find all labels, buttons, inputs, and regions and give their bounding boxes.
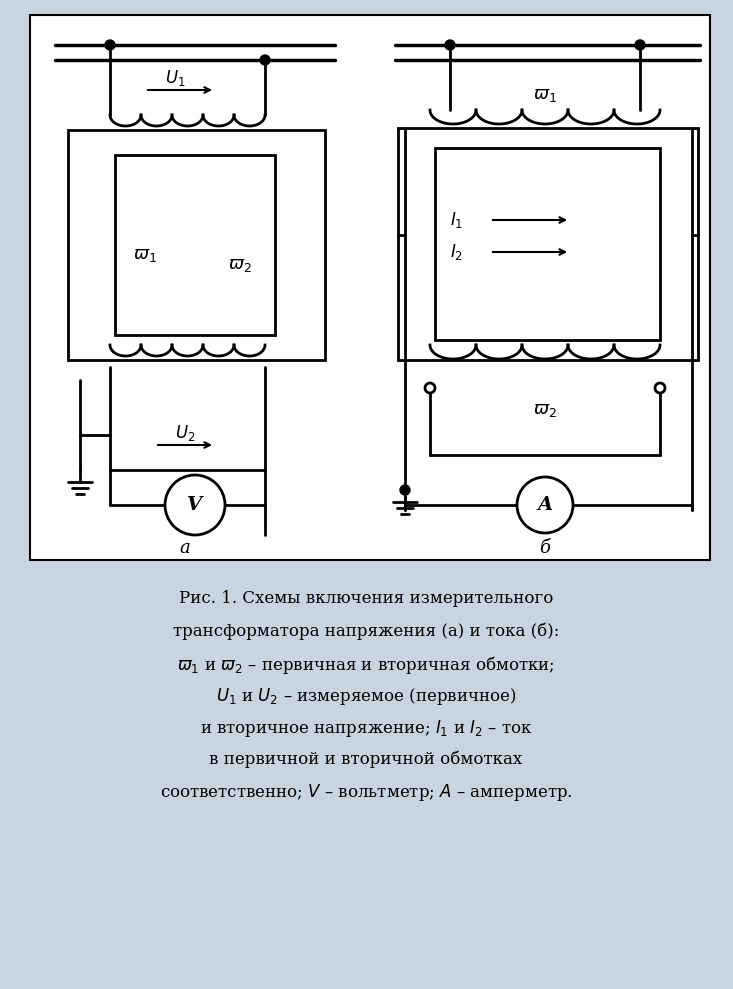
Circle shape (165, 475, 225, 535)
Text: $\varpi_2$: $\varpi_2$ (228, 256, 252, 274)
Text: V: V (188, 496, 202, 514)
Text: A: A (537, 496, 553, 514)
Bar (115, 155, 275, 335)
Circle shape (445, 40, 455, 50)
Text: $\varpi_2$: $\varpi_2$ (533, 401, 557, 419)
Circle shape (260, 55, 270, 65)
Text: $I_2$: $I_2$ (450, 242, 463, 262)
Circle shape (105, 40, 115, 50)
Bar (30, 15, 710, 560)
Circle shape (635, 40, 645, 50)
Text: а: а (180, 539, 191, 557)
Text: Рис. 1. Схемы включения измерительного: Рис. 1. Схемы включения измерительного (179, 590, 553, 607)
Text: $\varpi_1$: $\varpi_1$ (533, 86, 557, 104)
Circle shape (400, 485, 410, 495)
Text: б: б (539, 539, 550, 557)
Text: $U_1$ и $U_2$ – измеряемое (первичное): $U_1$ и $U_2$ – измеряемое (первичное) (216, 686, 516, 707)
Circle shape (425, 383, 435, 393)
Text: и вторичное напряжение; $I_1$ и $I_2$ – ток: и вторичное напряжение; $I_1$ и $I_2$ – … (199, 718, 532, 739)
Text: $U_2$: $U_2$ (174, 423, 195, 443)
Bar (398, 128, 698, 360)
Text: $I_1$: $I_1$ (450, 210, 463, 230)
Text: $U_1$: $U_1$ (165, 68, 185, 88)
Text: соответственно; $V$ – вольтметр; $A$ – амперметр.: соответственно; $V$ – вольтметр; $A$ – а… (160, 782, 572, 803)
Circle shape (517, 477, 573, 533)
Text: трансформатора напряжения (а) и тока (б):: трансформатора напряжения (а) и тока (б)… (173, 622, 559, 640)
Circle shape (655, 383, 665, 393)
Text: в первичной и вторичной обмотках: в первичной и вторичной обмотках (210, 750, 523, 767)
Text: $\varpi_1$: $\varpi_1$ (133, 246, 157, 264)
Bar (68, 130, 325, 360)
Bar (435, 148, 660, 340)
Text: $\varpi_1$ и $\varpi_2$ – первичная и вторичная обмотки;: $\varpi_1$ и $\varpi_2$ – первичная и вт… (177, 654, 555, 676)
